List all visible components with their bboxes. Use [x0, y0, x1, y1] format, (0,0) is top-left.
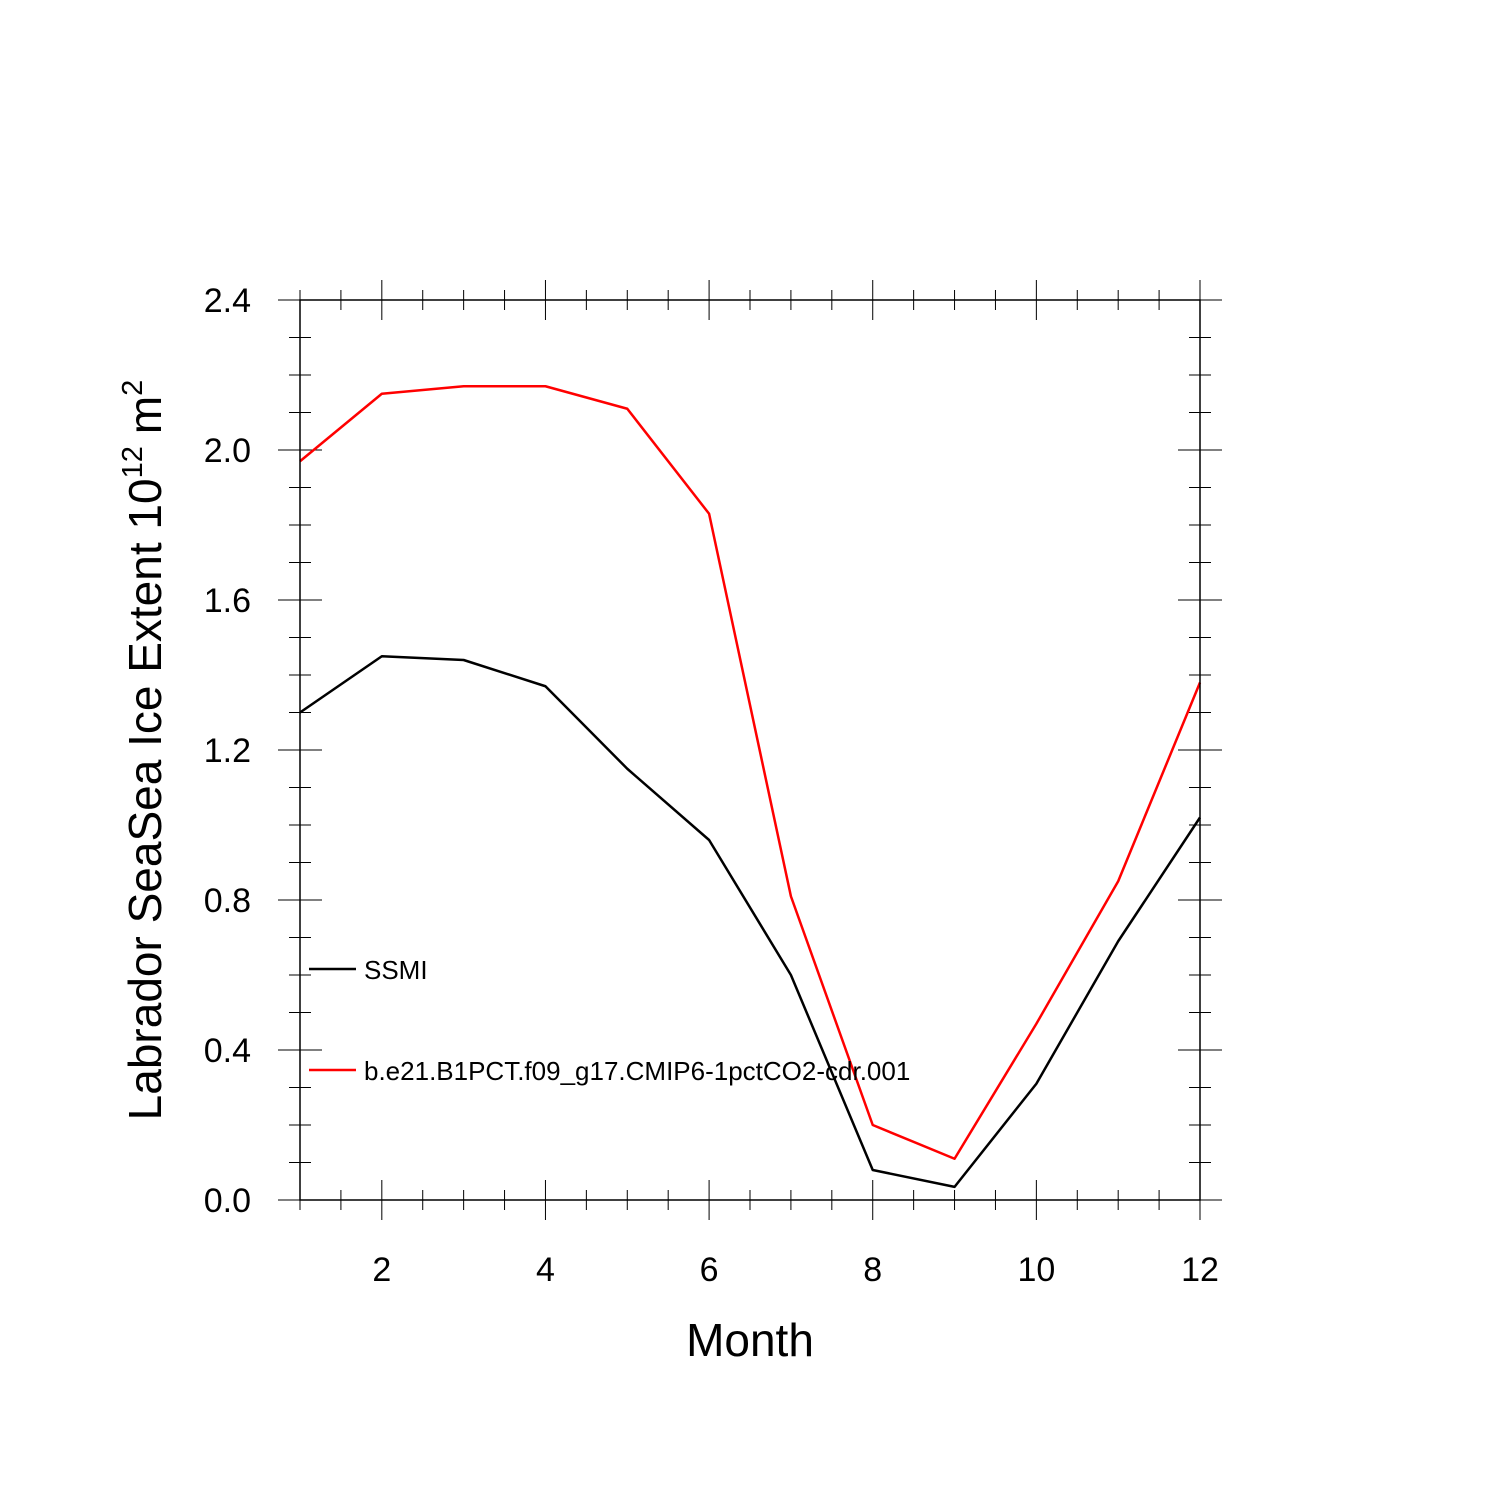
legend-label-ssmi: SSMI [364, 955, 428, 985]
x-tick-label: 2 [372, 1251, 391, 1289]
legend-label-cmip6: b.e21.B1PCT.f09_g17.CMIP6-1pctCO2-cdr.00… [364, 1056, 910, 1086]
y-tick-label: 1.2 [204, 732, 251, 770]
y-tick-label: 0.0 [204, 1182, 251, 1220]
x-axis-title: Month [686, 1314, 814, 1366]
x-tick-label: 12 [1181, 1251, 1219, 1289]
y-axis-title-unit-exponent: 2 [117, 380, 149, 396]
x-tick-label: 6 [700, 1251, 719, 1289]
y-axis-title: Labrador SeaSea Ice Extent 1012 m2 [117, 380, 171, 1121]
y-axis-title-unit: m [119, 396, 171, 434]
y-tick-label: 0.8 [204, 882, 251, 920]
plot-frame [299, 299, 1201, 1201]
series-line-cmip6 [299, 385, 1202, 1160]
y-tick-label: 1.6 [204, 582, 251, 620]
x-tick-label: 4 [536, 1251, 555, 1289]
y-axis-title-main: Labrador SeaSea Ice Extent 10 [119, 478, 171, 1120]
series-lines [299, 385, 1202, 1189]
x-tick-label: 10 [1017, 1251, 1055, 1289]
y-tick-label: 2.4 [204, 282, 251, 320]
x-tick-label: 8 [863, 1251, 882, 1289]
tick-labels: 2 4 6 8 10 12 0.0 0.4 0.8 1.2 1.6 2.0 2.4 [204, 282, 1219, 1289]
y-tick-label: 0.4 [204, 1032, 251, 1070]
y-tick-label: 2.0 [204, 432, 251, 470]
legend: SSMI b.e21.B1PCT.f09_g17.CMIP6-1pctCO2-c… [309, 955, 910, 1086]
series-line-ssmi [299, 655, 1202, 1189]
y-axis-title-exponent: 12 [117, 446, 149, 478]
